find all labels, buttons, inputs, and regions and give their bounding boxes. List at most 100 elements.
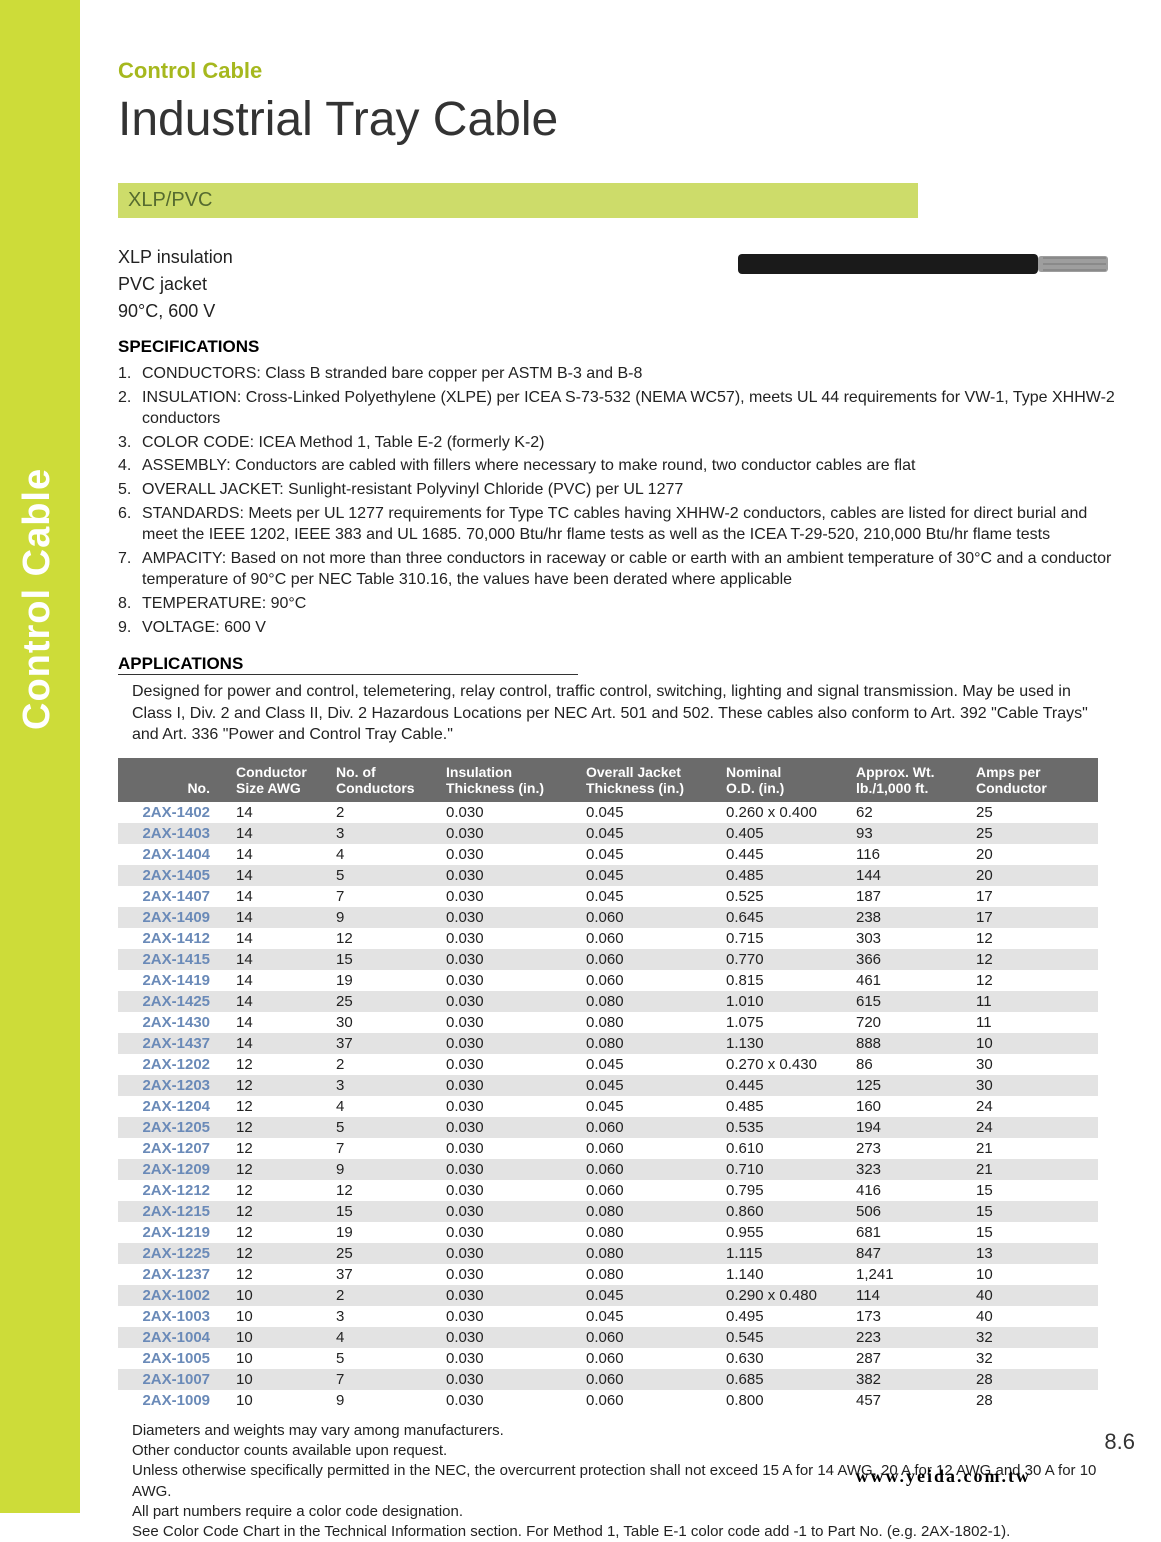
part-number-cell: 2AX-1437 xyxy=(118,1033,228,1054)
table-cell: 28 xyxy=(968,1369,1088,1390)
table-cell: 0.030 xyxy=(438,1348,578,1369)
table-cell: 0.260 x 0.400 xyxy=(718,802,848,823)
table-cell: 37 xyxy=(328,1264,438,1285)
table-row: 2AX-123712370.0300.0801.1401,24110 xyxy=(118,1264,1098,1285)
table-cell: 12 xyxy=(228,1159,328,1180)
table-cell: 0.030 xyxy=(438,1117,578,1138)
spec-item: 5.OVERALL JACKET: Sunlight-resistant Pol… xyxy=(118,479,1118,501)
content-area: Control Cable Industrial Tray Cable XLP/… xyxy=(118,0,1118,1542)
table-cell: 0.030 xyxy=(438,844,578,865)
table-row: 2AX-12051250.0300.0600.53519424 xyxy=(118,1117,1098,1138)
table-cell: 144 xyxy=(848,865,968,886)
table-cell: 10 xyxy=(968,1264,1088,1285)
part-number-cell: 2AX-1004 xyxy=(118,1327,228,1348)
table-cell: 0.770 xyxy=(718,949,848,970)
table-cell: 25 xyxy=(968,823,1088,844)
table-cell: 416 xyxy=(848,1180,968,1201)
table-cell: 0.045 xyxy=(578,886,718,907)
table-row: 2AX-10041040.0300.0600.54522332 xyxy=(118,1327,1098,1348)
table-row: 2AX-121912190.0300.0800.95568115 xyxy=(118,1222,1098,1243)
table-cell: 0.045 xyxy=(578,823,718,844)
part-number-cell: 2AX-1009 xyxy=(118,1390,228,1411)
table-cell: 0.080 xyxy=(578,1033,718,1054)
part-number-cell: 2AX-1203 xyxy=(118,1075,228,1096)
table-cell: 457 xyxy=(848,1390,968,1411)
table-cell: 0.645 xyxy=(718,907,848,928)
table-cell: 0.045 xyxy=(578,802,718,823)
table-cell: 0.060 xyxy=(578,928,718,949)
table-row: 2AX-12021220.0300.0450.270 x 0.4308630 xyxy=(118,1054,1098,1075)
table-row: 2AX-12091290.0300.0600.71032321 xyxy=(118,1159,1098,1180)
table-row: 2AX-121212120.0300.0600.79541615 xyxy=(118,1180,1098,1201)
table-row: 2AX-143714370.0300.0801.13088810 xyxy=(118,1033,1098,1054)
table-cell: 0.710 xyxy=(718,1159,848,1180)
table-cell: 0.060 xyxy=(578,1117,718,1138)
table-cell: 0.030 xyxy=(438,1138,578,1159)
table-cell: 10 xyxy=(228,1285,328,1306)
table-cell: 12 xyxy=(228,1117,328,1138)
table-cell: 15 xyxy=(328,1201,438,1222)
table-cell: 2 xyxy=(328,1054,438,1075)
footnote-line: Diameters and weights may vary among man… xyxy=(132,1421,1118,1441)
table-cell: 0.030 xyxy=(438,991,578,1012)
table-row: 2AX-141214120.0300.0600.71530312 xyxy=(118,928,1098,949)
table-cell: 10 xyxy=(228,1390,328,1411)
table-row: 2AX-143014300.0300.0801.07572011 xyxy=(118,1012,1098,1033)
table-cell: 14 xyxy=(228,991,328,1012)
table-cell: 0.525 xyxy=(718,886,848,907)
table-row: 2AX-141914190.0300.0600.81546112 xyxy=(118,970,1098,991)
table-cell: 0.030 xyxy=(438,1054,578,1075)
table-cell: 12 xyxy=(228,1243,328,1264)
table-row: 2AX-12031230.0300.0450.44512530 xyxy=(118,1075,1098,1096)
table-cell: 287 xyxy=(848,1348,968,1369)
top-row: XLP insulation PVC jacket 90°C, 600 V xyxy=(118,244,1118,325)
table-cell: 3 xyxy=(328,1306,438,1327)
table-cell: 5 xyxy=(328,865,438,886)
table-cell: 20 xyxy=(968,865,1088,886)
table-cell: 10 xyxy=(228,1306,328,1327)
table-row: 2AX-122512250.0300.0801.11584713 xyxy=(118,1243,1098,1264)
table-cell: 0.685 xyxy=(718,1369,848,1390)
spec-item-text: ASSEMBLY: Conductors are cabled with fil… xyxy=(142,455,1118,477)
spec-table: No.ConductorSize AWGNo. ofConductorsInsu… xyxy=(118,758,1098,1411)
table-header-cell: Amps perConductor xyxy=(968,758,1088,802)
table-cell: 93 xyxy=(848,823,968,844)
footnote-line: All part numbers require a color code de… xyxy=(132,1502,1118,1522)
table-cell: 12 xyxy=(968,970,1088,991)
table-cell: 4 xyxy=(328,844,438,865)
table-cell: 62 xyxy=(848,802,968,823)
table-cell: 160 xyxy=(848,1096,968,1117)
table-cell: 37 xyxy=(328,1033,438,1054)
table-cell: 0.060 xyxy=(578,1369,718,1390)
table-cell: 0.485 xyxy=(718,865,848,886)
table-cell: 21 xyxy=(968,1159,1088,1180)
table-cell: 223 xyxy=(848,1327,968,1348)
table-cell: 0.030 xyxy=(438,1264,578,1285)
table-cell: 382 xyxy=(848,1369,968,1390)
table-cell: 1.140 xyxy=(718,1264,848,1285)
table-cell: 20 xyxy=(968,844,1088,865)
table-cell: 12 xyxy=(228,1096,328,1117)
table-cell: 0.630 xyxy=(718,1348,848,1369)
part-number-cell: 2AX-1412 xyxy=(118,928,228,949)
table-cell: 0.030 xyxy=(438,1012,578,1033)
part-number-cell: 2AX-1002 xyxy=(118,1285,228,1306)
table-row: 2AX-14031430.0300.0450.4059325 xyxy=(118,823,1098,844)
table-cell: 15 xyxy=(968,1180,1088,1201)
table-cell: 40 xyxy=(968,1306,1088,1327)
table-cell: 681 xyxy=(848,1222,968,1243)
table-cell: 0.030 xyxy=(438,1075,578,1096)
table-cell: 7 xyxy=(328,1369,438,1390)
table-row: 2AX-10031030.0300.0450.49517340 xyxy=(118,1306,1098,1327)
page-number: 8.6 xyxy=(1104,1429,1135,1455)
table-cell: 0.060 xyxy=(578,1159,718,1180)
specifications-list: 1.CONDUCTORS: Class B stranded bare copp… xyxy=(118,363,1118,638)
table-cell: 238 xyxy=(848,907,968,928)
spec-item: 8.TEMPERATURE: 90°C xyxy=(118,593,1118,615)
table-cell: 2 xyxy=(328,802,438,823)
table-cell: 17 xyxy=(968,907,1088,928)
table-cell: 0.030 xyxy=(438,907,578,928)
spec-item: 2.INSULATION: Cross-Linked Polyethylene … xyxy=(118,387,1118,430)
table-cell: 14 xyxy=(228,949,328,970)
table-header-cell: No. ofConductors xyxy=(328,758,438,802)
